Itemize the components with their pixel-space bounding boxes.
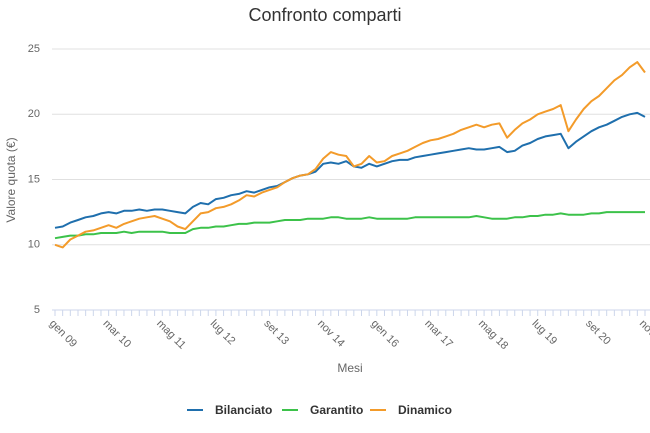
x-tick-label: gen 16 xyxy=(369,318,401,350)
x-tick-label: nov 14 xyxy=(315,318,347,350)
x-tick-label: lug 12 xyxy=(208,318,238,348)
series-line xyxy=(54,111,646,229)
series-line xyxy=(54,61,646,249)
y-tick-label: 5 xyxy=(34,304,40,316)
legend-label: Garantito xyxy=(310,403,363,417)
y-axis-title: Valore quota (€) xyxy=(4,137,18,222)
y-tick-label: 20 xyxy=(28,108,40,120)
x-axis-title: Mesi xyxy=(337,361,362,375)
chart-title: Confronto comparti xyxy=(248,5,401,25)
x-tick-label: mag 18 xyxy=(476,318,510,352)
x-tick-label: lug 19 xyxy=(530,318,560,348)
series-line xyxy=(54,211,645,240)
x-tick-label: set 20 xyxy=(583,318,613,348)
legend-label: Dinamico xyxy=(398,403,452,417)
y-tick-label: 15 xyxy=(28,173,40,185)
y-tick-label: 25 xyxy=(28,43,40,55)
x-tick-label: mar 17 xyxy=(422,318,455,351)
x-tick-label: nov 21 xyxy=(637,318,650,350)
x-tick-label: set 13 xyxy=(261,318,291,348)
x-tick-label: mag 11 xyxy=(154,318,188,352)
y-tick-label: 10 xyxy=(28,239,40,251)
x-tick-label: gen 09 xyxy=(47,318,79,350)
x-tick-label: mar 10 xyxy=(100,318,133,351)
legend-label: Bilanciato xyxy=(215,403,272,417)
